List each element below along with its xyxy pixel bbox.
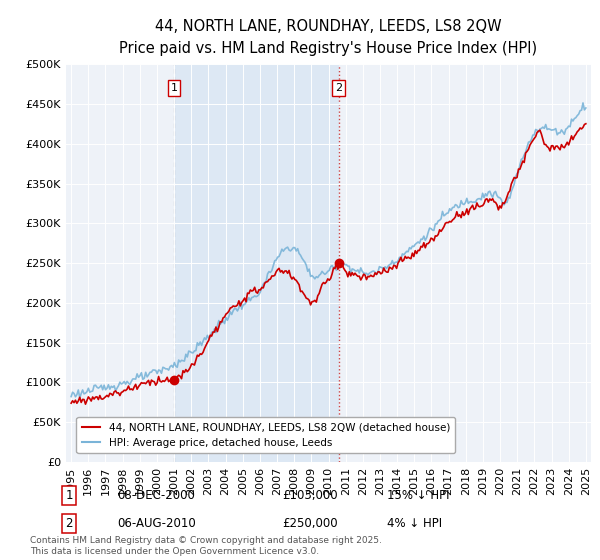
Legend: 44, NORTH LANE, ROUNDHAY, LEEDS, LS8 2QW (detached house), HPI: Average price, d: 44, NORTH LANE, ROUNDHAY, LEEDS, LS8 2QW…: [76, 417, 455, 453]
Text: 08-DEC-2000: 08-DEC-2000: [117, 489, 195, 502]
Bar: [174, 64, 339, 462]
Title: 44, NORTH LANE, ROUNDHAY, LEEDS, LS8 2QW
Price paid vs. HM Land Registry's House: 44, NORTH LANE, ROUNDHAY, LEEDS, LS8 2QW…: [119, 19, 538, 57]
Text: £250,000: £250,000: [282, 517, 338, 530]
Text: £103,000: £103,000: [282, 489, 338, 502]
Text: 15% ↓ HPI: 15% ↓ HPI: [387, 489, 449, 502]
Text: 1: 1: [65, 489, 73, 502]
Text: Contains HM Land Registry data © Crown copyright and database right 2025.
This d: Contains HM Land Registry data © Crown c…: [30, 536, 382, 556]
Text: 2: 2: [335, 83, 343, 94]
Text: 06-AUG-2010: 06-AUG-2010: [117, 517, 196, 530]
Text: 1: 1: [170, 83, 178, 94]
Text: 2: 2: [65, 517, 73, 530]
Text: 4% ↓ HPI: 4% ↓ HPI: [387, 517, 442, 530]
